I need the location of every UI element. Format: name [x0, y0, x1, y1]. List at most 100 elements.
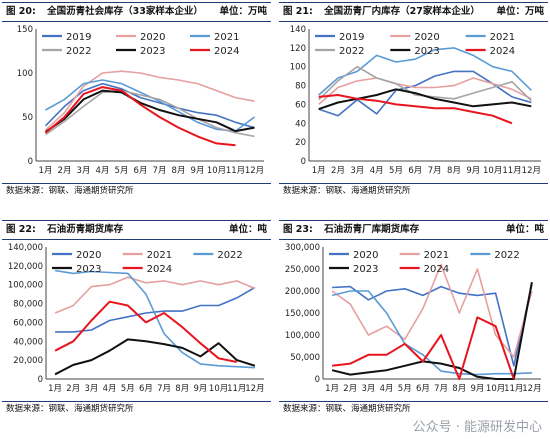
x-tick-label: 5月 — [398, 384, 412, 394]
chart-panel-fig23: 图 23: 石油沥青厂库期货库存 单位：吨 0 50,000 100,000 150,… — [279, 220, 550, 434]
y-tick-label: 0 — [301, 157, 306, 167]
chart-plot-fig23: 0 50,000 100,000 150,000 200,000 250,000 300,0… — [285, 243, 542, 394]
chart-header: 图 23: 石油沥青厂库期货库存 单位：吨 — [279, 220, 548, 240]
x-tick-label: 6月 — [408, 166, 422, 176]
x-tick-label: 10月 — [483, 166, 502, 176]
figure-label: 图 20: — [6, 6, 36, 17]
y-tick-label: 60,000 — [13, 318, 43, 328]
figure-label: 图 21: — [283, 6, 313, 17]
x-tick-label: 1月 — [48, 384, 62, 394]
figure-label: 图 22: — [6, 224, 36, 235]
y-tick-label: 150 — [17, 25, 33, 35]
y-tick-label: 40 — [295, 119, 306, 129]
x-tick-label: 2月 — [331, 166, 345, 176]
x-tick-label: 9月 — [470, 384, 484, 394]
x-tick-label: 3月 — [84, 384, 98, 394]
x-tick-label: 9月 — [466, 166, 480, 176]
x-tick-label: 4月 — [96, 166, 110, 176]
legend-label-2020: 2020 — [76, 250, 101, 261]
legend-label-2022: 2022 — [339, 46, 364, 57]
chart-plot-fig20: 0 50 100 150 1月 2月 3月 4月 5月 6月 7月 8月 9月 10月 11月 12月 2019… — [17, 25, 264, 176]
x-tick-label: 5月 — [389, 166, 403, 176]
x-tick-label: 7月 — [434, 384, 448, 394]
x-tick-label: 7月 — [428, 166, 442, 176]
series-line-2022 — [54, 269, 255, 369]
legend-label-2020: 2020 — [140, 32, 165, 43]
chart-source: 数据来源：钢联、海通期货研究所 — [279, 183, 548, 197]
x-tick-label: 11月 — [226, 166, 245, 176]
series-line-2021 — [318, 47, 532, 96]
x-tick-label: 6月 — [139, 384, 153, 394]
y-tick-label: 20 — [295, 138, 306, 148]
chart-title: 全国沥青厂内库存（27家样本企业） — [324, 6, 480, 17]
legend-label-2023: 2023 — [140, 46, 165, 57]
legend-label-2024: 2024 — [147, 264, 172, 275]
legend-label-2020: 2020 — [414, 32, 439, 43]
x-tick-label: 4月 — [370, 166, 384, 176]
series-line-2023 — [54, 338, 256, 376]
legend-label-2022: 2022 — [66, 46, 91, 57]
series-line-2024 — [318, 94, 513, 125]
legend-label-2023: 2023 — [76, 264, 101, 275]
legend-label-2023: 2023 — [353, 264, 378, 275]
series-line-2020 — [332, 284, 533, 367]
y-tick-label: 60 — [295, 100, 306, 110]
x-tick-label: 7月 — [157, 384, 171, 394]
y-tick-label: 300,000 — [285, 243, 320, 253]
series-line-2019 — [44, 82, 255, 129]
legend-label-2023: 2023 — [414, 46, 439, 57]
chart-plot-fig22: 0 20,000 40,000 60,000 80,000 100,000 120,000 1… — [8, 243, 265, 394]
chart-source: 数据来源：钢联、海通期货研究所 — [2, 401, 271, 415]
series-line-2024 — [54, 300, 237, 363]
legend-label-2022: 2022 — [217, 250, 242, 261]
y-tick-label: 120,000 — [8, 262, 43, 272]
x-tick-label: 8月 — [172, 166, 186, 176]
series-line-2023 — [331, 282, 533, 380]
series-line-2023 — [318, 88, 532, 111]
y-tick-label: 0 — [38, 375, 43, 385]
x-tick-label: 8月 — [447, 166, 461, 176]
chart-header: 图 21: 全国沥青厂内库存（27家样本企业） 单位：万吨 — [279, 2, 548, 22]
chart-panel-fig22: 图 22: 石油沥青期货库存 单位：吨 0 20,000 40,000 60,000 8… — [2, 220, 273, 434]
series-line-2021 — [331, 263, 533, 358]
x-tick-label: 11月 — [227, 384, 246, 394]
series-line-2024 — [44, 86, 236, 147]
legend-label-2019: 2019 — [66, 32, 91, 43]
y-tick-label: 150,000 — [285, 309, 320, 319]
y-tick-label: 100 — [290, 63, 306, 73]
y-tick-label: 120 — [290, 44, 306, 54]
x-tick-label: 10月 — [486, 384, 505, 394]
x-tick-label: 12月 — [245, 384, 264, 394]
legend-label-2024: 2024 — [214, 46, 239, 57]
x-tick-label: 3月 — [77, 166, 91, 176]
x-tick-label: 2月 — [58, 166, 72, 176]
x-tick-label: 7月 — [153, 166, 167, 176]
x-tick-label: 12月 — [522, 166, 541, 176]
x-tick-label: 6月 — [134, 166, 148, 176]
x-tick-label: 9月 — [193, 384, 207, 394]
figure-label: 图 23: — [283, 224, 313, 235]
x-tick-label: 6月 — [416, 384, 430, 394]
series-line-2020 — [44, 70, 255, 131]
x-tick-label: 1月 — [39, 166, 53, 176]
y-tick-label: 0 — [315, 375, 320, 385]
y-tick-label: 50,000 — [290, 353, 320, 363]
x-tick-label: 2月 — [66, 384, 80, 394]
y-tick-label: 0 — [28, 157, 33, 167]
x-tick-label: 2月 — [343, 384, 357, 394]
legend-label-2021: 2021 — [147, 250, 172, 261]
legend-label-2021: 2021 — [424, 250, 449, 261]
x-tick-label: 3月 — [350, 166, 364, 176]
legend-label-2024: 2024 — [490, 46, 515, 57]
legend-label-2024: 2024 — [424, 264, 449, 275]
chart-title: 石油沥青厂库期货库存 — [324, 224, 420, 235]
legend-label-2021: 2021 — [214, 32, 239, 43]
x-tick-label: 9月 — [191, 166, 205, 176]
series-line-2020 — [318, 77, 532, 106]
chart-panel-fig21: 图 21: 全国沥青厂内库存（27家样本企业） 单位：万吨 0 20 40 60 80 1… — [279, 2, 550, 216]
x-tick-label: 12月 — [522, 384, 541, 394]
x-tick-label: 10月 — [209, 384, 228, 394]
x-tick-label: 3月 — [361, 384, 375, 394]
y-tick-label: 50 — [22, 113, 33, 123]
